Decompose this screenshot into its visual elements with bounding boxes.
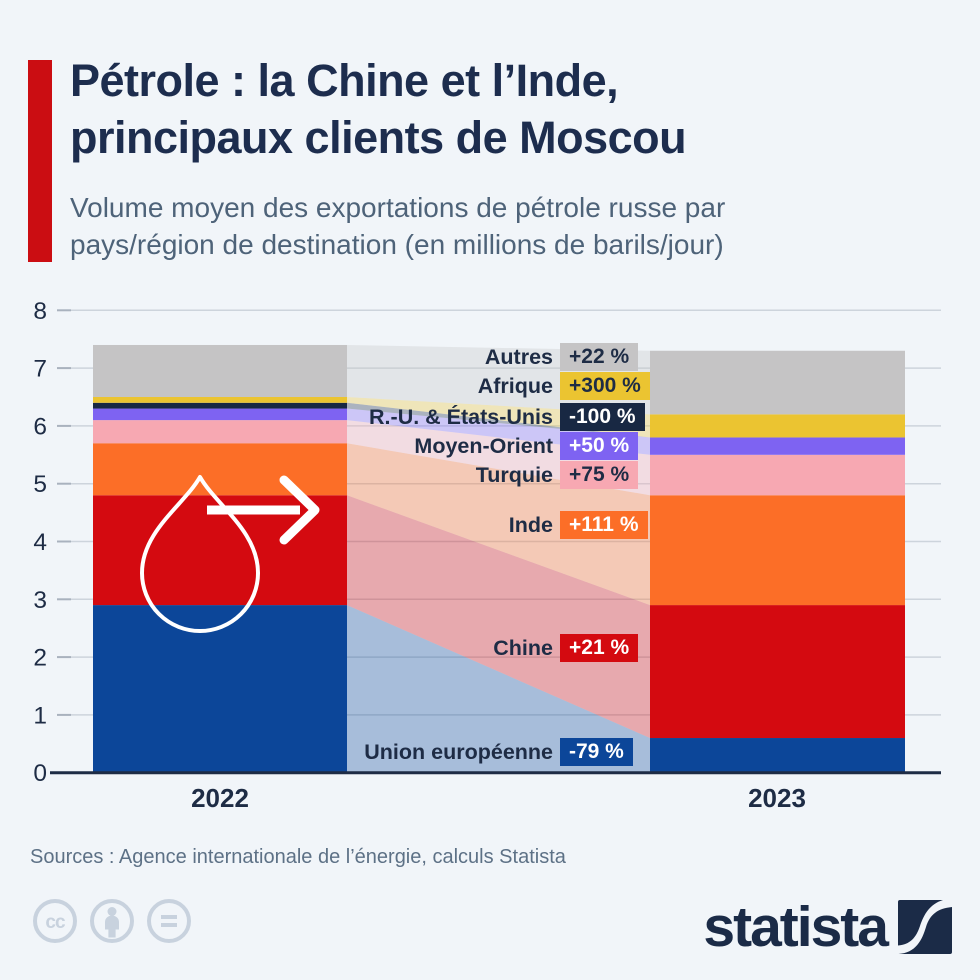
y-tick-label-6: 6 (33, 413, 47, 440)
series-label-autres: Autres (484, 345, 553, 369)
cc-icon[interactable]: cc (33, 899, 77, 943)
subtitle-line-2: pays/région de destination (en millions … (70, 229, 724, 260)
series-label-union-europ-enne: Union européenne (364, 739, 553, 764)
bar-2023-chine (650, 605, 905, 739)
bar-2023-afrique (650, 414, 905, 438)
x-tick-2023: 2023 (748, 783, 806, 813)
flow-label-row-afrique: Afrique +300 % (0, 371, 980, 401)
y-tick-label-1: 1 (33, 702, 47, 729)
bar-2022-moyen-orient (93, 408, 347, 421)
bar-2023-autres (650, 350, 905, 415)
bar-2022-union-europ-enne (93, 605, 347, 773)
bar-2023-union-europ-enne (650, 738, 905, 773)
y-tick-label-5: 5 (33, 471, 47, 498)
statista-logo-icon (898, 900, 952, 954)
series-label-moyen-orient: Moyen-Orient (414, 434, 553, 458)
bar-2023-inde (650, 495, 905, 606)
flow-label-row-inde: Inde +111 % (0, 510, 980, 540)
y-tick-label-8: 8 (33, 298, 47, 325)
bar-2022-r-u-tats-unis (93, 402, 347, 409)
title-line-2: principaux clients de Moscou (70, 112, 687, 163)
bar-2022-turquie (93, 420, 347, 444)
page-title: Pétrole : la Chine et l’Inde, principaux… (70, 52, 687, 166)
change-badge-moyen-orient: +50 % (560, 432, 639, 460)
bar-2022-inde (93, 443, 347, 496)
flow-label-row-r-u-tats-unis: R.-U. & États-Unis -100 % (0, 402, 980, 432)
bar-2022-afrique (93, 397, 347, 403)
bar-2022-autres (93, 344, 347, 397)
series-label-chine: Chine (493, 635, 553, 660)
flow-band-r-u-tats-unis (347, 402, 650, 438)
flow-label-row-turquie: Turquie +75 % (0, 460, 980, 490)
sources-text: Sources : Agence internationale de l’éne… (30, 846, 566, 868)
cc-nd-icon[interactable] (147, 899, 191, 943)
bar-2023-turquie (650, 454, 905, 496)
y-tick-label-2: 2 (33, 645, 47, 672)
change-badge-turquie: +75 % (560, 461, 639, 489)
series-label-turquie: Turquie (475, 463, 553, 487)
change-badge-inde: +111 % (560, 511, 648, 539)
flow-band-chine (347, 495, 650, 739)
cc-by-icon[interactable] (90, 899, 134, 943)
arrow-right-icon (279, 475, 320, 545)
bar-2023-moyen-orient (650, 437, 905, 455)
cc-license-icons[interactable]: cc (30, 896, 225, 948)
change-badge-r-u-tats-unis: -100 % (560, 403, 645, 431)
change-badge-union-europ-enne: -79 % (560, 737, 633, 766)
oil-drop-icon (140, 475, 260, 633)
y-tick-label-0: 0 (33, 760, 47, 787)
change-badge-chine: +21 % (560, 633, 639, 662)
flow-label-row-union-europ-enne: Union européenne -79 % (0, 737, 980, 767)
series-label-r-u-tats-unis: R.-U. & États-Unis (369, 405, 553, 429)
title-line-1: Pétrole : la Chine et l’Inde, (70, 55, 619, 106)
chart-subtitle: Volume moyen des exportations de pétrole… (70, 189, 725, 263)
oil-drop-arrow-icon (140, 475, 320, 633)
x-tick-2022: 2022 (191, 783, 249, 813)
y-tick-label-4: 4 (33, 529, 47, 556)
flow-label-row-moyen-orient: Moyen-Orient +50 % (0, 431, 980, 461)
statista-wordmark: statista (703, 895, 889, 959)
y-tick-label-7: 7 (33, 356, 47, 383)
subtitle-line-1: Volume moyen des exportations de pétrole… (70, 192, 726, 223)
series-label-afrique: Afrique (477, 374, 553, 399)
statista-logo[interactable]: statista (703, 897, 952, 957)
flow-band-union-europ-enne (347, 605, 650, 773)
flow-label-row-chine: Chine +21 % (0, 633, 980, 663)
y-tick-label-3: 3 (33, 587, 47, 614)
flow-label-row-autres: Autres +22 % (0, 342, 980, 372)
change-badge-afrique: +300 % (560, 372, 650, 401)
change-badge-autres: +22 % (560, 343, 639, 371)
title-accent-bar (28, 60, 52, 262)
series-label-inde: Inde (508, 513, 553, 537)
svg-text:cc: cc (45, 912, 66, 933)
